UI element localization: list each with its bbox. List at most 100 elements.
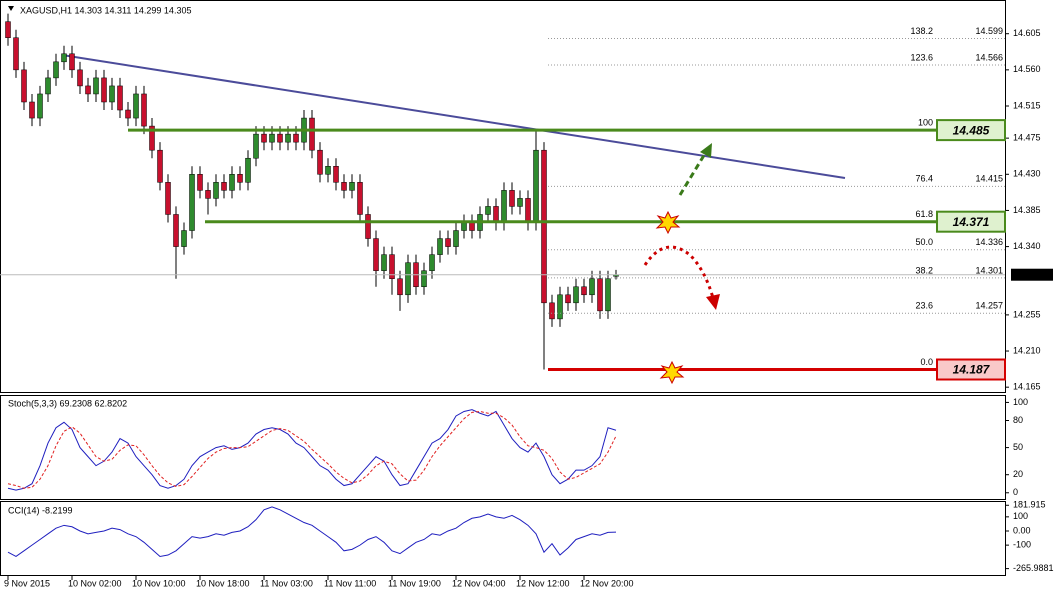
candle-body — [69, 53, 75, 71]
fib-price: 14.257 — [975, 301, 1003, 311]
candle-body — [309, 117, 315, 151]
candle-body — [189, 174, 195, 231]
candle-body — [517, 198, 523, 207]
y-tick-label: 100 — [1013, 511, 1028, 521]
fib-price: 14.301 — [975, 265, 1003, 275]
candle-body — [397, 278, 403, 296]
indicator-line — [7, 410, 617, 489]
x-tick-label: 11 Nov 11:00 — [324, 578, 376, 588]
burst — [659, 360, 685, 385]
candle-body — [229, 174, 235, 191]
x-tick-label: 9 Nov 2015 — [4, 578, 50, 588]
candle-body — [349, 182, 355, 191]
candle-body — [493, 206, 499, 223]
cci-title: CCI(14) -8.2199 — [8, 505, 73, 515]
candle-body — [173, 214, 179, 247]
candle-body — [213, 182, 219, 199]
chart-title: XAGUSD,H1 14.303 14.311 14.299 14.305 — [20, 5, 191, 15]
candle-body — [293, 133, 299, 143]
candle-body — [605, 278, 611, 312]
up-arrow-head — [700, 143, 712, 158]
candle-body — [253, 133, 259, 159]
candle-body — [533, 149, 539, 223]
fib-ratio: 50.0 — [915, 237, 933, 247]
stoch-title: Stoch(5,3,3) 69.2308 62.8202 — [8, 398, 127, 408]
candle-body — [405, 262, 411, 296]
trendline — [61, 54, 846, 179]
candle-body — [565, 294, 571, 304]
key-level-box — [936, 210, 1006, 233]
y-tick-label: 100 — [1013, 397, 1028, 407]
fib-price: 14.599 — [975, 26, 1003, 36]
candle-body — [509, 190, 515, 207]
candle-body — [117, 85, 123, 111]
candle-body — [21, 69, 27, 103]
burst — [655, 210, 681, 235]
cci-panel-border — [0, 501, 1006, 576]
y-tick-label: 14.165 — [1013, 382, 1041, 392]
candle-body — [29, 101, 35, 119]
candle-body — [181, 230, 187, 247]
candle-body — [341, 182, 347, 191]
fib-ratio: 76.4 — [915, 174, 933, 184]
candle-body — [133, 93, 139, 119]
candle-body — [101, 77, 107, 103]
last-price-box — [1011, 268, 1053, 281]
fib-ratio: 123.6 — [910, 52, 933, 62]
y-tick-label: 0.00 — [1013, 525, 1031, 535]
candle-body — [197, 174, 203, 191]
y-tick-label: 80 — [1013, 415, 1023, 425]
candle-body — [429, 254, 435, 271]
candle-body — [93, 77, 99, 95]
y-tick-label: 14.475 — [1013, 133, 1041, 143]
x-tick-label: 12 Nov 20:00 — [580, 578, 634, 588]
candle-body — [53, 61, 59, 79]
y-tick-label: 14.385 — [1013, 205, 1041, 215]
candle-body — [237, 174, 243, 183]
y-tick-label: 181.915 — [1013, 500, 1046, 510]
candle-body — [381, 254, 387, 271]
candle-body — [325, 166, 331, 175]
candle-body — [541, 149, 547, 304]
candle-body — [357, 182, 363, 215]
candle-body — [421, 270, 427, 288]
candle-body — [61, 53, 67, 63]
up-arrow — [678, 151, 708, 196]
key-level-label: 14.485 — [953, 123, 990, 137]
fib-price: 14.336 — [975, 237, 1003, 247]
candle-body — [157, 149, 163, 183]
fib-ratio: 23.6 — [915, 301, 933, 311]
candle-body — [261, 133, 267, 143]
indicator-line — [7, 506, 617, 558]
candle-body — [77, 69, 83, 87]
candle-body — [469, 222, 475, 231]
y-tick-label: 14.210 — [1013, 345, 1041, 355]
last-price-label: 14.305 — [1013, 269, 1041, 279]
candle-body — [333, 166, 339, 183]
candle-body — [277, 133, 283, 143]
candle-body — [109, 85, 115, 103]
candle-body — [125, 109, 131, 119]
x-tick-label: 10 Nov 02:00 — [68, 578, 122, 588]
x-tick-label: 10 Nov 10:00 — [132, 578, 186, 588]
candle-body — [573, 286, 579, 304]
indicator-line — [7, 409, 617, 491]
fib-ratio: 100 — [918, 117, 933, 127]
y-tick-label: 50 — [1013, 442, 1023, 452]
y-tick-label: 14.430 — [1013, 169, 1041, 179]
candle-body — [269, 133, 275, 143]
candle-body — [557, 294, 563, 320]
candle-body — [13, 37, 19, 71]
candle-body — [141, 93, 147, 127]
key-level-box — [936, 358, 1006, 381]
candle-body — [165, 182, 171, 215]
key-level-label: 14.371 — [953, 215, 990, 229]
y-tick-label: 14.605 — [1013, 28, 1041, 38]
fib-price: 14.415 — [975, 174, 1003, 184]
candle-body — [501, 190, 507, 223]
x-tick-label: 10 Nov 18:00 — [196, 578, 250, 588]
y-tick-label: 14.340 — [1013, 241, 1041, 251]
candle-body — [453, 230, 459, 247]
candle-body — [245, 157, 251, 183]
main-panel-border — [0, 0, 1006, 393]
